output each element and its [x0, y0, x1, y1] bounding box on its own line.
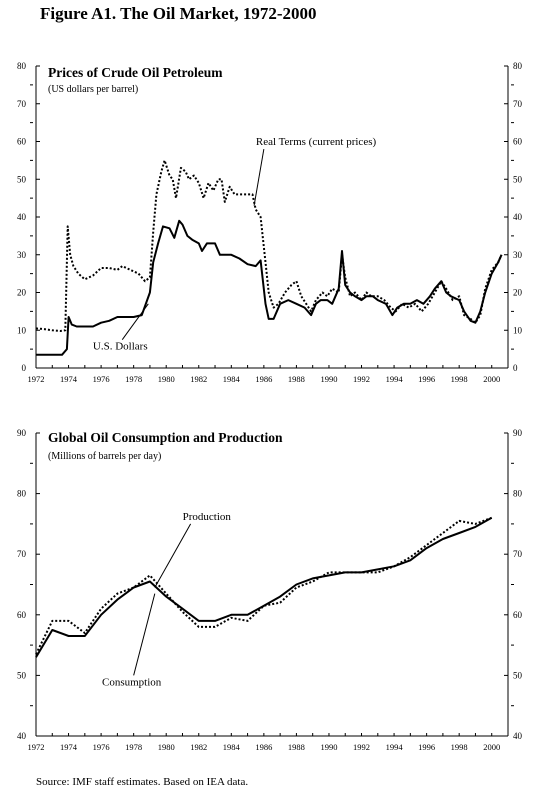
- y-tick-label-right: 70: [513, 99, 523, 109]
- x-tick-label: 1972: [28, 374, 45, 384]
- y-tick-label-left: 20: [17, 288, 27, 298]
- series-line-production: [35, 516, 493, 655]
- y-tick-label-left: 70: [17, 549, 27, 559]
- y-tick-label-right: 20: [513, 288, 523, 298]
- annotation-leader: [133, 593, 156, 676]
- x-tick-label: 1998: [451, 374, 468, 384]
- x-tick-label: 1996: [418, 374, 435, 384]
- y-tick-label-right: 50: [513, 174, 523, 184]
- y-tick-label-right: 0: [513, 363, 518, 373]
- x-tick-label: 1994: [386, 374, 404, 384]
- annotation-label: Production: [183, 511, 232, 523]
- figure-title: Figure A1. The Oil Market, 1972-2000: [40, 4, 317, 23]
- y-tick-label-right: 60: [513, 610, 523, 620]
- y-tick-label-left: 60: [17, 610, 27, 620]
- y-tick-label-right: 40: [513, 731, 523, 741]
- x-tick-label: 1976: [93, 742, 110, 752]
- x-tick-label: 1984: [223, 742, 241, 752]
- x-tick-label: 1978: [125, 742, 142, 752]
- y-tick-label-left: 40: [17, 731, 27, 741]
- x-tick-label: 1990: [320, 742, 337, 752]
- x-tick-label: 1982: [190, 742, 207, 752]
- annotation-leader: [154, 523, 192, 588]
- y-tick-label-left: 90: [17, 428, 27, 438]
- annotation-leader: [253, 148, 265, 206]
- y-tick-label-right: 70: [513, 549, 523, 559]
- chart-subtitle: (Millions of barrels per day): [48, 451, 161, 462]
- y-tick-label-right: 90: [513, 428, 523, 438]
- x-tick-label: 1974: [60, 374, 78, 384]
- x-tick-label: 1988: [288, 374, 305, 384]
- y-tick-label-left: 40: [17, 212, 27, 222]
- source-note: Source: IMF staff estimates. Based on IE…: [36, 776, 249, 788]
- x-tick-label: 1992: [353, 374, 370, 384]
- annotation-leader: [121, 303, 149, 340]
- y-tick-label-right: 80: [513, 61, 523, 71]
- chart-subtitle: (US dollars per barrel): [48, 84, 138, 95]
- x-tick-label: 1982: [190, 374, 207, 384]
- x-tick-label: 1972: [28, 742, 45, 752]
- consumption-production-chart: 40 40 50 50 60 60 70 70 80 80 90 90 1972 1974 1976 1978…: [17, 428, 523, 752]
- y-tick-label-right: 50: [513, 670, 523, 680]
- annotation-label: Real Terms (current prices): [256, 136, 377, 148]
- series-line-u-s-dollars: [36, 219, 503, 356]
- x-tick-label: 2000: [483, 742, 500, 752]
- y-tick-label-left: 30: [17, 250, 27, 260]
- x-tick-label: 1998: [451, 742, 468, 752]
- y-tick-label-right: 80: [513, 489, 523, 499]
- x-tick-label: 1994: [386, 742, 404, 752]
- x-tick-label: 1978: [125, 374, 142, 384]
- y-tick-label-left: 70: [17, 99, 27, 109]
- y-tick-label-left: 60: [17, 137, 27, 147]
- series-line-real-terms-current-prices: [35, 159, 503, 332]
- x-tick-label: 2000: [483, 374, 500, 384]
- y-tick-label-left: 50: [17, 174, 27, 184]
- y-tick-label-left: 80: [17, 489, 27, 499]
- y-tick-label-left: 80: [17, 61, 27, 71]
- chart-title: Prices of Crude Oil Petroleum: [48, 65, 223, 80]
- x-tick-label: 1990: [320, 374, 337, 384]
- annotation-label: Consumption: [102, 676, 162, 688]
- y-tick-label-right: 30: [513, 250, 523, 260]
- series-line-consumption: [35, 516, 493, 658]
- x-tick-label: 1980: [158, 374, 175, 384]
- x-tick-label: 1986: [255, 374, 272, 384]
- x-tick-label: 1976: [93, 374, 110, 384]
- chart-title: Global Oil Consumption and Production: [48, 430, 283, 445]
- x-tick-label: 1974: [60, 742, 78, 752]
- x-tick-label: 1992: [353, 742, 370, 752]
- y-tick-label-right: 10: [513, 325, 523, 335]
- y-tick-label-right: 40: [513, 212, 523, 222]
- y-tick-label-left: 50: [17, 670, 27, 680]
- x-tick-label: 1984: [223, 374, 241, 384]
- x-tick-label: 1996: [418, 742, 435, 752]
- y-tick-label-left: 0: [22, 363, 27, 373]
- price-chart: 0 0 10 10 20 20 30 30 40 40 50 50 60 60 70 70 80 80 1972 19…: [17, 61, 523, 384]
- annotation-label: U.S. Dollars: [93, 341, 148, 353]
- x-tick-label: 1980: [158, 742, 175, 752]
- x-tick-label: 1988: [288, 742, 305, 752]
- y-tick-label-right: 60: [513, 137, 523, 147]
- x-tick-label: 1986: [255, 742, 272, 752]
- y-tick-label-left: 10: [17, 325, 27, 335]
